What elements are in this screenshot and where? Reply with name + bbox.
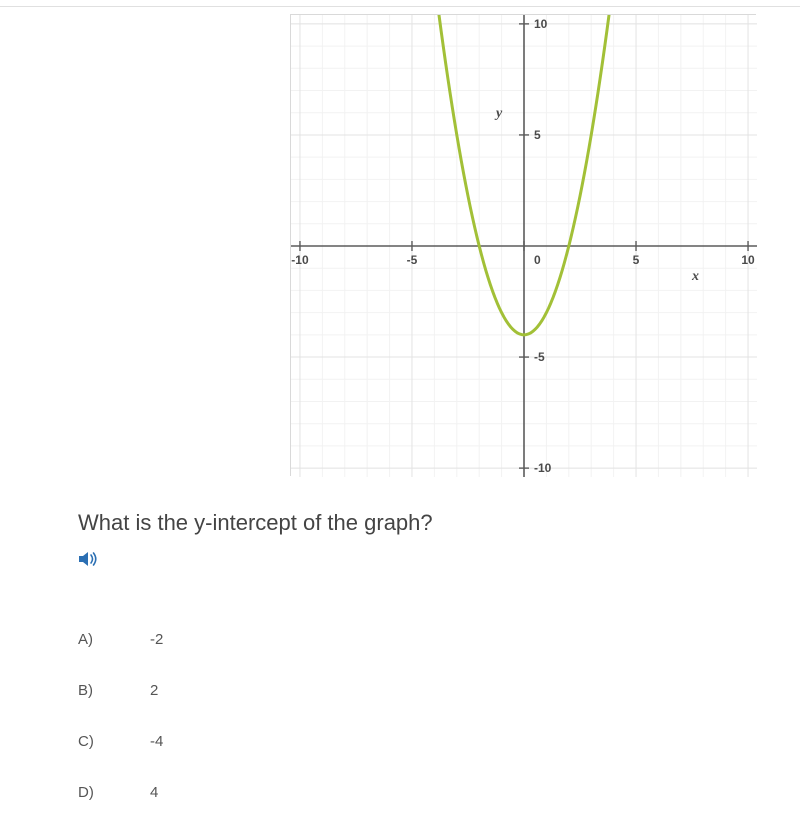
answer-letter: D) <box>78 784 150 801</box>
svg-text:5: 5 <box>534 128 541 142</box>
svg-text:x: x <box>691 269 699 284</box>
svg-text:10: 10 <box>534 17 548 31</box>
answer-letter: C) <box>78 733 150 750</box>
answer-list: A) -2 B) 2 C) -4 D) 4 <box>78 631 678 801</box>
answer-option[interactable]: D) 4 <box>78 784 678 801</box>
svg-text:-5: -5 <box>534 350 545 364</box>
svg-text:0: 0 <box>534 253 541 267</box>
answer-value: 2 <box>150 682 158 699</box>
parabola-graph-svg: -10 -5 0 5 10 -10 -5 5 10 x y <box>291 15 757 477</box>
svg-text:-5: -5 <box>407 253 418 267</box>
svg-text:y: y <box>494 106 503 121</box>
svg-text:-10: -10 <box>534 461 552 475</box>
svg-text:5: 5 <box>633 253 640 267</box>
answer-option[interactable]: B) 2 <box>78 682 678 699</box>
answer-value: -2 <box>150 631 163 648</box>
answer-letter: A) <box>78 631 150 648</box>
horizontal-divider <box>0 6 800 7</box>
answer-option[interactable]: A) -2 <box>78 631 678 648</box>
answer-value: -4 <box>150 733 163 750</box>
svg-text:-10: -10 <box>291 253 309 267</box>
question-text: What is the y-intercept of the graph? <box>78 510 678 536</box>
svg-text:10: 10 <box>741 253 755 267</box>
audio-icon[interactable] <box>78 550 100 573</box>
answer-letter: B) <box>78 682 150 699</box>
graph-chart: -10 -5 0 5 10 -10 -5 5 10 x y <box>290 14 756 476</box>
question-block: What is the y-intercept of the graph? A)… <box>78 510 678 835</box>
answer-option[interactable]: C) -4 <box>78 733 678 750</box>
answer-value: 4 <box>150 784 158 801</box>
